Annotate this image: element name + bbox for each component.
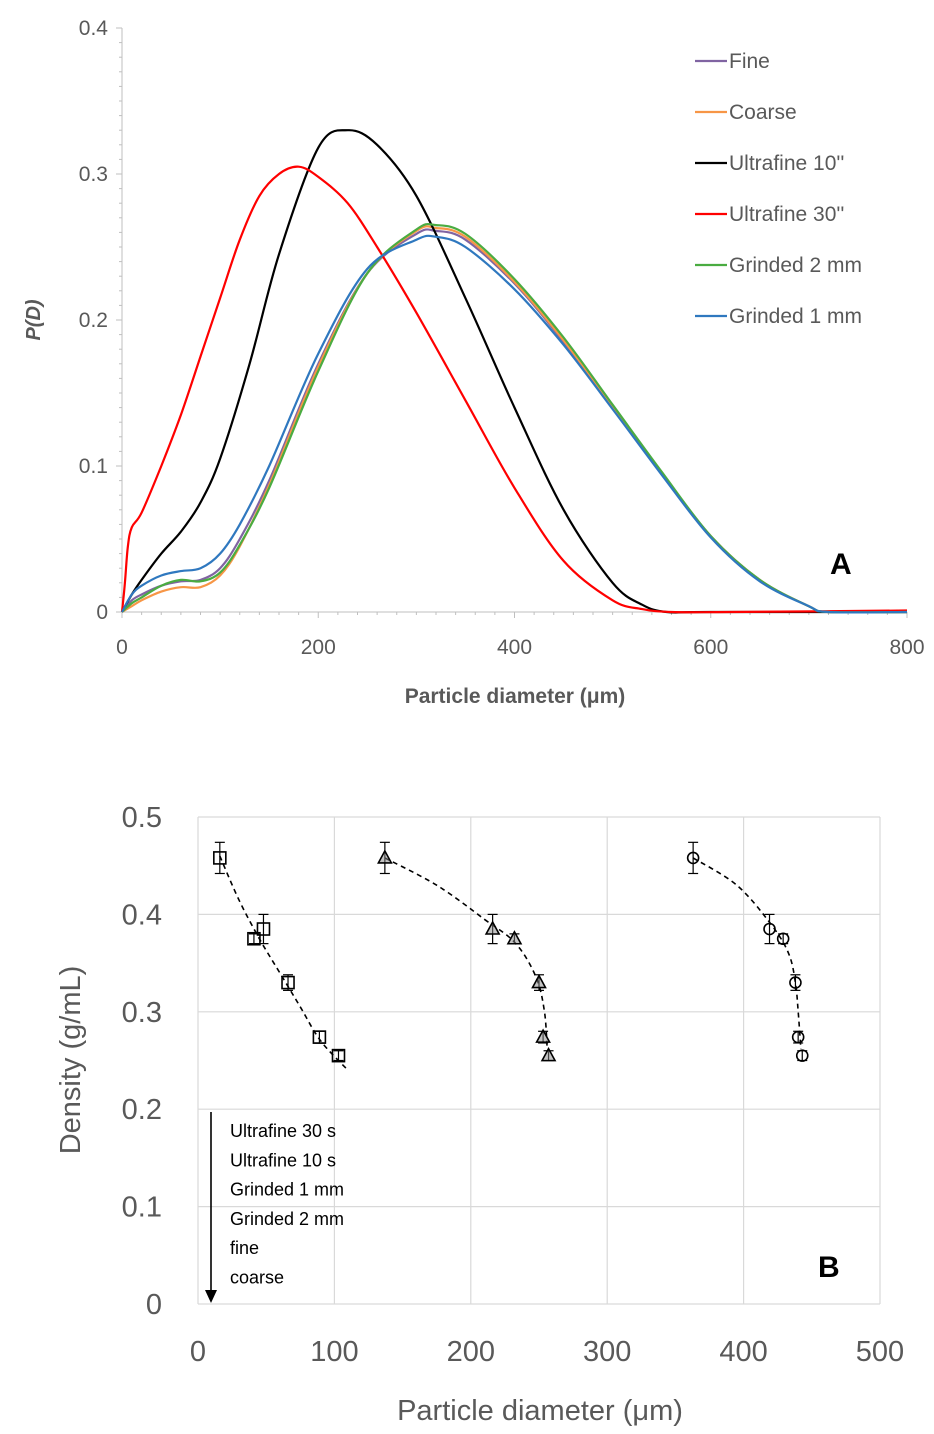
a-y-tick-label: 0.2 xyxy=(79,309,108,332)
a-x-tick-label: 0 xyxy=(116,636,128,659)
a-series-line xyxy=(121,234,908,614)
b-x-tick-label: 400 xyxy=(719,1336,767,1368)
a-legend-label: Ultrafine 30'' xyxy=(729,203,844,226)
a-x-tick-label: 200 xyxy=(301,636,336,659)
a-y-tick-label: 0.3 xyxy=(79,163,108,186)
b-x-tick-label: 100 xyxy=(310,1336,358,1368)
b-panel-label: B xyxy=(818,1251,840,1284)
b-annotation-line: coarse xyxy=(230,1268,284,1288)
b-data-point-square xyxy=(247,931,261,946)
b-data-point-triangle xyxy=(535,1028,551,1043)
a-y-tick-label: 0 xyxy=(96,601,108,624)
b-data-point-triangle xyxy=(540,1046,557,1062)
a-series-line xyxy=(121,129,907,614)
chart-a: 0 0.1 0.2 0.3 0.4 0 200 400 600 800 Fine Coarse Ult… xyxy=(23,17,925,708)
a-legend-label: Ultrafine 10'' xyxy=(729,152,844,175)
a-legend-label: Fine xyxy=(729,50,770,73)
a-legend-label: Grinded 2 mm xyxy=(729,254,862,277)
b-x-tick-label: 500 xyxy=(856,1336,904,1368)
a-x-tick-label: 600 xyxy=(693,636,728,659)
a-legend-label: Grinded 1 mm xyxy=(729,305,862,328)
b-annotation-line: Grinded 2 mm xyxy=(230,1209,344,1229)
a-y-tick-label: 0.1 xyxy=(79,455,108,478)
b-data-point-circle xyxy=(791,1030,805,1044)
b-y-tick-label: 0.1 xyxy=(122,1192,162,1224)
a-panel-label: A xyxy=(830,548,852,581)
b-data-point-triangle xyxy=(531,973,547,989)
a-legend-label: Coarse xyxy=(729,101,797,124)
b-y-tick-label: 0 xyxy=(146,1289,162,1321)
a-x-tick-label: 800 xyxy=(889,636,924,659)
b-annotation-line: Grinded 1 mm xyxy=(230,1180,344,1200)
a-x-tick-label: 400 xyxy=(497,636,532,659)
b-x-tick-label: 200 xyxy=(447,1336,495,1368)
b-trend-line xyxy=(384,857,548,1049)
b-y-tick-label: 0.5 xyxy=(122,802,162,834)
b-data-point-triangle xyxy=(484,920,501,935)
b-x-tick-label: 0 xyxy=(190,1336,206,1368)
a-y-axis-label: P(D) xyxy=(23,299,45,340)
b-trend-line xyxy=(219,855,349,1071)
a-series-line xyxy=(121,228,908,614)
b-y-tick-label: 0.4 xyxy=(122,899,162,931)
a-y-tick-label: 0.4 xyxy=(79,17,109,40)
a-x-axis-label: Particle diameter (μm) xyxy=(405,685,626,708)
b-data-point-square xyxy=(331,1048,346,1063)
b-annotation-line: Ultrafine 30 s xyxy=(230,1121,336,1141)
b-y-tick-label: 0.3 xyxy=(122,997,162,1029)
b-data-point-square xyxy=(281,975,295,990)
b-data-point-circle xyxy=(795,1049,809,1062)
b-data-point-circle xyxy=(763,922,776,936)
b-trend-line xyxy=(692,857,802,1049)
b-data-point-triangle xyxy=(506,930,523,945)
b-y-axis-label: Density (g/mL) xyxy=(55,966,87,1155)
b-data-point-triangle xyxy=(377,849,393,864)
b-data-point-circle xyxy=(789,976,802,989)
b-data-point-circle xyxy=(686,851,700,865)
b-data-point-circle xyxy=(776,932,790,946)
b-x-tick-label: 300 xyxy=(583,1336,631,1368)
b-y-tick-label: 0.2 xyxy=(122,1094,162,1126)
b-data-point-square xyxy=(312,1030,327,1044)
b-arrow-head xyxy=(205,1290,217,1303)
b-annotation-line: Ultrafine 10 s xyxy=(230,1150,336,1170)
b-data-point-square xyxy=(213,851,227,865)
b-annotation-line: fine xyxy=(230,1238,259,1258)
b-x-axis-label: Particle diameter (μm) xyxy=(397,1395,683,1427)
b-data-point-square xyxy=(256,922,271,936)
a-series-line xyxy=(120,165,908,614)
